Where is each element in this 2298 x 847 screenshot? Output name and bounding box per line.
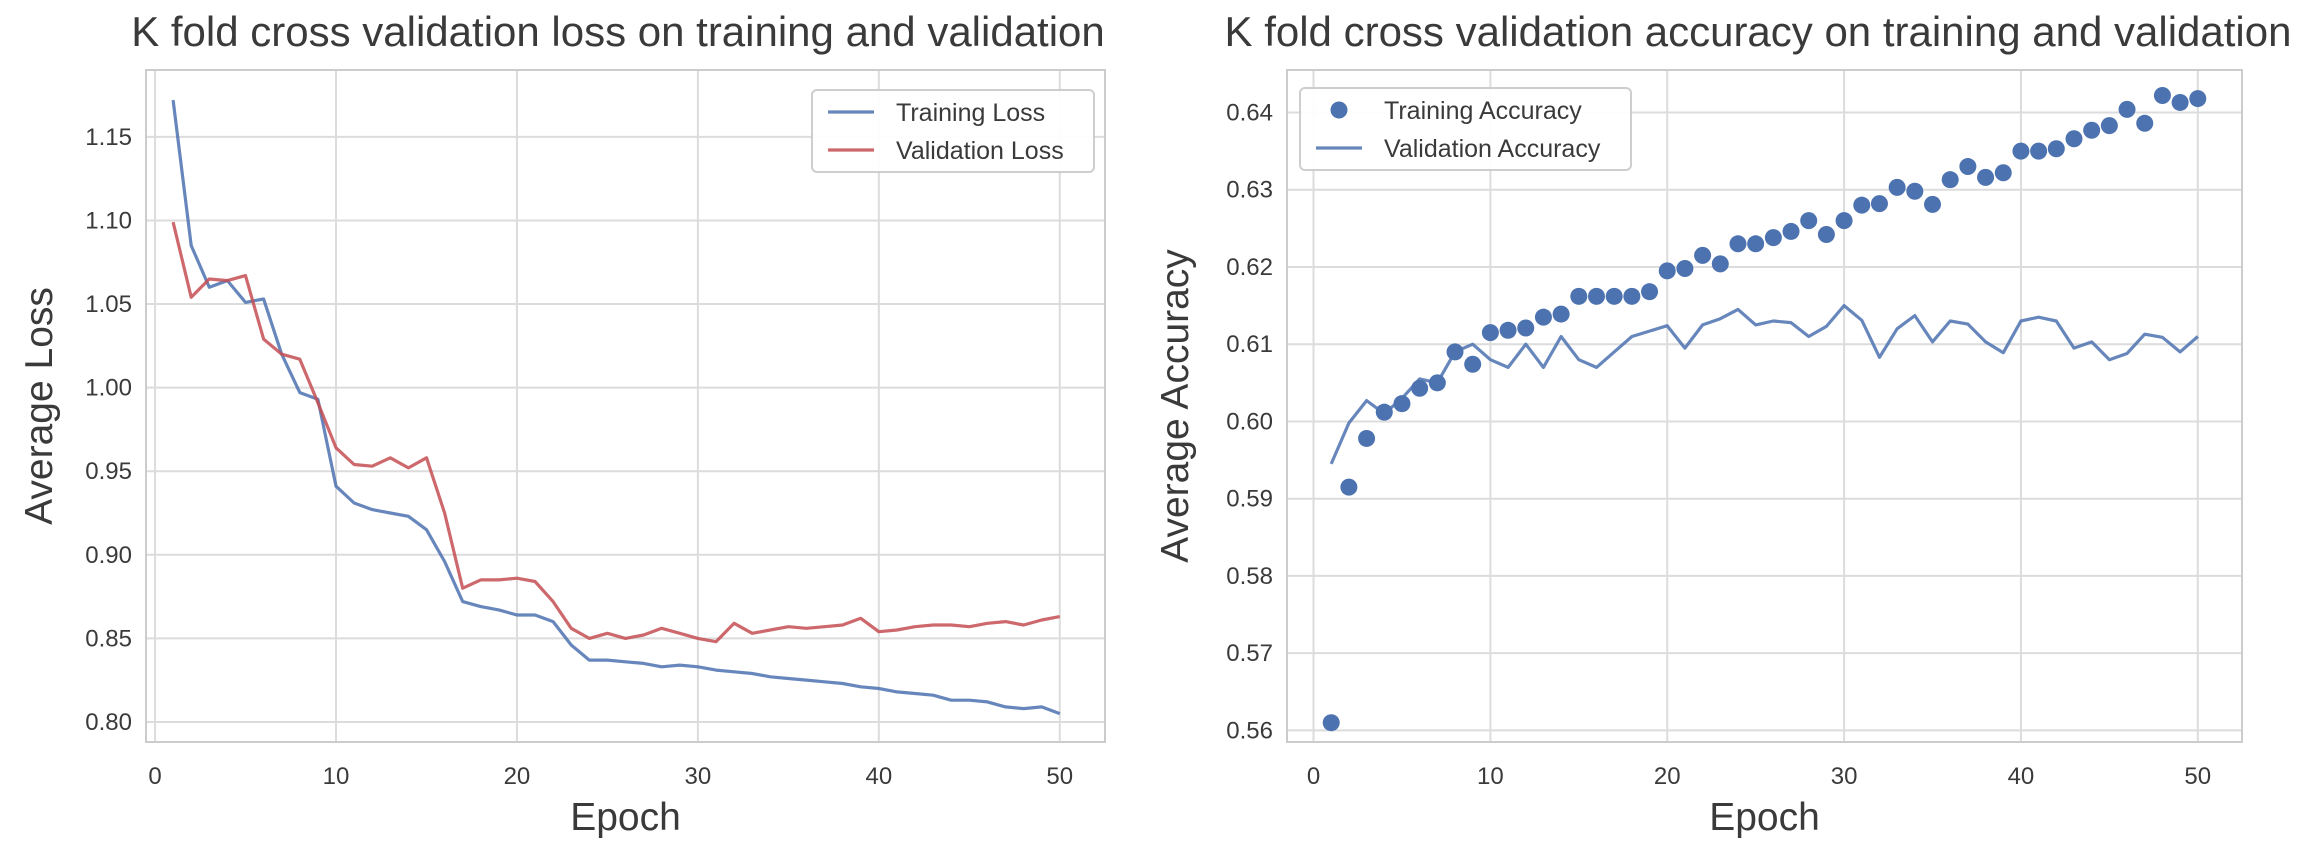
chart1-y-tick-label: 1.10 <box>85 207 132 234</box>
chart2-series-training-accuracy-point <box>1747 235 1765 253</box>
chart2-y-tick-label: 0.60 <box>1226 408 1273 435</box>
chart2-series-training-accuracy-point <box>1977 168 1995 186</box>
chart2-series-training-accuracy-point <box>1570 287 1588 305</box>
chart2-series-training-accuracy-point <box>1676 260 1694 278</box>
chart2-title: K fold cross validation accuracy on trai… <box>1225 8 2292 55</box>
chart2-series-training-accuracy-point <box>2065 130 2083 148</box>
chart1-y-tick-label: 1.05 <box>85 291 132 318</box>
chart2-series-training-accuracy-point <box>1853 196 1871 214</box>
chart1-plot-area <box>146 70 1105 742</box>
chart1-x-tick-label: 30 <box>685 763 712 790</box>
chart2-x-tick-label: 10 <box>1477 763 1504 790</box>
chart1-legend-label: Validation Loss <box>896 137 1064 165</box>
chart2-y-tick-label: 0.58 <box>1226 563 1273 590</box>
chart2-series-training-accuracy-point <box>1888 178 1906 196</box>
chart2-series-training-accuracy-point <box>1817 226 1835 244</box>
chart2-series-training-accuracy-point <box>1764 229 1782 247</box>
chart2-series-training-accuracy-point <box>1800 212 1818 230</box>
chart2-series-training-accuracy-point <box>1499 321 1517 339</box>
chart2-x-tick-label: 40 <box>2008 763 2035 790</box>
chart2-series-training-accuracy-point <box>2047 140 2065 158</box>
chart2-series-training-accuracy-point <box>1587 287 1605 305</box>
chart2-legend-label: Validation Accuracy <box>1384 135 1601 163</box>
chart2-series-training-accuracy-point <box>2012 142 2030 160</box>
chart2-series-training-accuracy-point <box>1924 195 1942 213</box>
chart1-y-tick-label: 1.15 <box>85 124 132 151</box>
chart1-legend-label: Training Loss <box>896 99 1045 127</box>
chart1-y-tick-label: 0.85 <box>85 625 132 652</box>
chart2-x-tick-label: 20 <box>1654 763 1681 790</box>
chart1-axes-frame <box>145 69 1106 743</box>
chart2-series-training-accuracy-point <box>1835 212 1853 230</box>
chart2-series-training-accuracy-point <box>1517 319 1535 337</box>
chart2-series-training-accuracy-point <box>1340 478 1358 496</box>
chart1-x-tick-label: 20 <box>504 763 531 790</box>
chart1-x-tick-label: 50 <box>1046 763 1073 790</box>
chart2-series-training-accuracy-point <box>1464 355 1482 373</box>
chart2-series-training-accuracy-point <box>1782 222 1800 240</box>
chart2-y-tick-label: 0.63 <box>1226 177 1273 204</box>
chart1-x-tick-label: 40 <box>865 763 892 790</box>
chart2-legend-label: Training Accuracy <box>1384 97 1582 125</box>
chart1-x-tick-label: 10 <box>323 763 350 790</box>
chart2-y-tick-label: 0.59 <box>1226 486 1273 513</box>
chart2-y-tick-label: 0.57 <box>1226 640 1273 667</box>
chart2-series-training-accuracy-point <box>2171 93 2189 111</box>
chart2-series-training-accuracy-point <box>1534 308 1552 326</box>
chart2-series-training-accuracy-point <box>2153 86 2171 104</box>
chart2-series-validation-accuracy-line <box>1329 304 2199 465</box>
chart2-y-tick-label: 0.64 <box>1226 99 1273 126</box>
chart2-series-training-accuracy-point <box>1411 379 1429 397</box>
chart2-axes-frame <box>1286 69 2243 743</box>
chart2-series-training-accuracy-point <box>1322 714 1340 732</box>
chart2-series-training-accuracy-point <box>1358 429 1376 447</box>
chart1-y-tick-label: 0.90 <box>85 542 132 569</box>
chart2-series-training-accuracy-point <box>1658 262 1676 280</box>
chart2-series-training-accuracy-point <box>2118 100 2136 118</box>
chart2-y-tick-label: 0.62 <box>1226 254 1273 281</box>
chart2-series-training-accuracy-point <box>1729 235 1747 253</box>
chart2-series-training-accuracy-point <box>1605 287 1623 305</box>
chart2-legend <box>1299 87 1632 171</box>
chart2-series-training-accuracy-point <box>1994 164 2012 182</box>
chart2-series-training-accuracy-point <box>1870 195 1888 213</box>
chart2-series-training-accuracy-point <box>1694 246 1712 264</box>
chart1-x-tick-label: 0 <box>148 763 161 790</box>
chart1-legend <box>811 89 1095 173</box>
chart1-title: K fold cross validation loss on training… <box>131 8 1105 55</box>
chart2-series-training-accuracy-point <box>1552 305 1570 323</box>
chart2-series-training-accuracy-point <box>1623 287 1641 305</box>
chart2-x-tick-label: 0 <box>1307 763 1320 790</box>
chart2-series-training-accuracy-point <box>1941 171 1959 189</box>
chart2-series-training-accuracy-point <box>1906 182 1924 200</box>
chart2-series-training-accuracy-point <box>1959 158 1977 176</box>
chart2-series-training-accuracy-point <box>2136 114 2154 132</box>
chart1-y-tick-label: 1.00 <box>85 375 132 402</box>
chart2-series-training-accuracy-point <box>1393 395 1411 413</box>
chart2-series-training-accuracy-point <box>2189 90 2207 108</box>
chart2-plot-area <box>1287 70 2242 742</box>
chart1-x-axis-label: Epoch <box>570 796 681 839</box>
chart2-series-training-accuracy-point <box>2100 117 2118 135</box>
chart2-y-tick-label: 0.56 <box>1226 717 1273 744</box>
chart2-series-training-accuracy-point <box>2030 142 2048 160</box>
chart1-y-tick-label: 0.95 <box>85 458 132 485</box>
chart2-x-tick-label: 50 <box>2184 763 2211 790</box>
chart2-x-tick-label: 30 <box>1831 763 1858 790</box>
chart1-y-axis-label: Average Loss <box>18 287 61 525</box>
chart2-series-training-accuracy-point <box>1711 255 1729 273</box>
chart2-series-training-accuracy-point <box>1481 324 1499 342</box>
chart2-x-axis-label: Epoch <box>1709 796 1820 839</box>
chart2-y-tick-label: 0.61 <box>1226 331 1273 358</box>
chart2-legend-marker-swatch <box>1330 101 1348 119</box>
chart1-series-validation-loss-line <box>171 221 1061 644</box>
chart2-y-axis-label: Average Accuracy <box>1154 249 1197 563</box>
chart2-series-training-accuracy-point <box>1641 283 1659 301</box>
chart2-series-training-accuracy-point <box>2083 121 2101 139</box>
chart1-y-tick-label: 0.80 <box>85 709 132 736</box>
